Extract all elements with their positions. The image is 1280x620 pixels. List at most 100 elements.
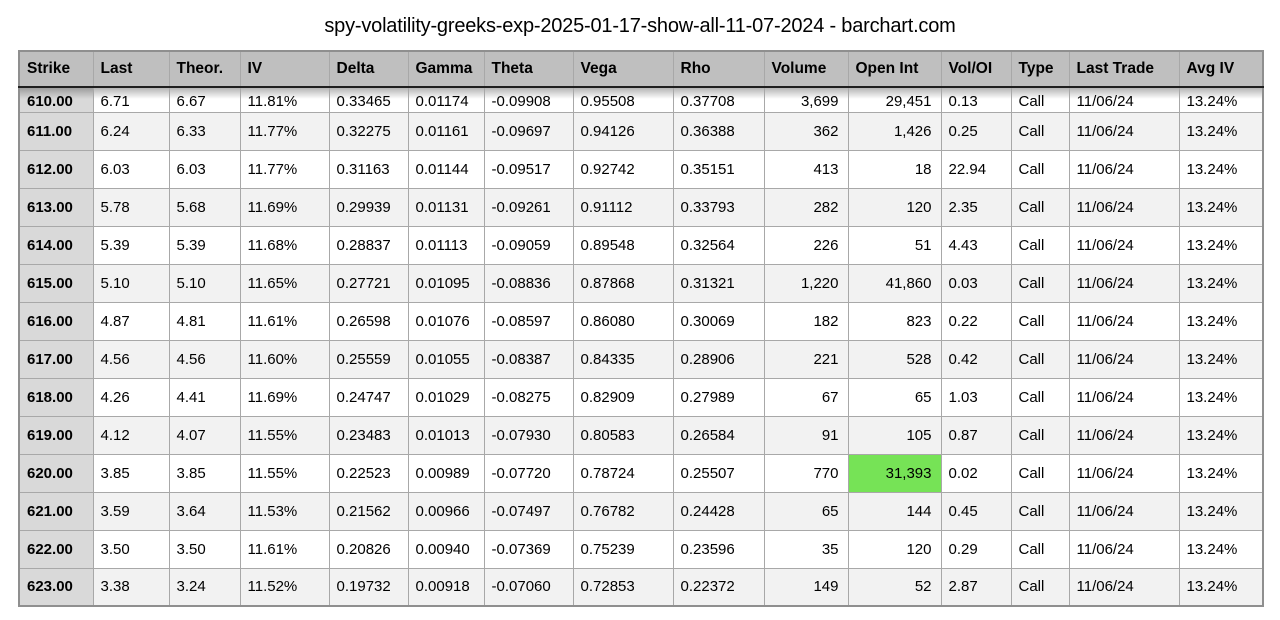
volume-cell: 226 — [763, 225, 849, 265]
iv-cell: 11.61% — [239, 529, 330, 569]
column-header-avg-iv: Avg IV — [1178, 50, 1264, 88]
strike-cell: 622.00 — [18, 529, 94, 569]
vol-oi-cell: 2.87 — [940, 567, 1012, 607]
iv-cell: 11.68% — [239, 225, 330, 265]
delta-cell: 0.33465 — [328, 86, 409, 113]
rho-cell: 0.22372 — [672, 567, 765, 607]
gamma-cell: 0.01174 — [407, 86, 485, 113]
open-int-cell: 18 — [847, 149, 942, 189]
iv-cell: 11.77% — [239, 149, 330, 189]
last-cell: 5.78 — [92, 187, 170, 227]
volume-cell: 3,699 — [763, 86, 849, 113]
strike-cell: 612.00 — [18, 149, 94, 189]
delta-cell: 0.22523 — [328, 453, 409, 493]
theor-cell: 4.81 — [168, 301, 241, 341]
vol-oi-cell: 0.45 — [940, 491, 1012, 531]
theor-cell: 4.07 — [168, 415, 241, 455]
last-trade-cell: 11/06/24 — [1068, 491, 1180, 531]
table-row: 611.00 6.24 6.33 11.77% 0.32275 0.01161 -0.096… — [18, 111, 1264, 151]
iv-cell: 11.61% — [239, 301, 330, 341]
gamma-cell: 0.01131 — [407, 187, 485, 227]
strike-cell: 617.00 — [18, 339, 94, 379]
last-trade-cell: 11/06/24 — [1068, 149, 1180, 189]
theta-cell: -0.07497 — [483, 491, 574, 531]
strike-cell: 615.00 — [18, 263, 94, 303]
vega-cell: 0.82909 — [572, 377, 674, 417]
last-cell: 6.24 — [92, 111, 170, 151]
rho-cell: 0.31321 — [672, 263, 765, 303]
type-cell: Call — [1010, 453, 1070, 493]
column-header-last-trade: Last Trade — [1068, 50, 1180, 88]
vol-oi-cell: 0.02 — [940, 453, 1012, 493]
iv-cell: 11.69% — [239, 187, 330, 227]
vega-cell: 0.95508 — [572, 86, 674, 113]
theor-cell: 5.39 — [168, 225, 241, 265]
delta-cell: 0.29939 — [328, 187, 409, 227]
avg-iv-cell: 13.24% — [1178, 567, 1264, 607]
volume-cell: 770 — [763, 453, 849, 493]
avg-iv-cell: 13.24% — [1178, 415, 1264, 455]
theta-cell: -0.08597 — [483, 301, 574, 341]
column-header-open-int: Open Int — [847, 50, 942, 88]
delta-cell: 0.31163 — [328, 149, 409, 189]
page-title: spy-volatility-greeks-exp-2025-01-17-sho… — [324, 15, 956, 37]
avg-iv-cell: 13.24% — [1178, 187, 1264, 227]
vol-oi-cell: 0.87 — [940, 415, 1012, 455]
last-cell: 4.56 — [92, 339, 170, 379]
vega-cell: 0.75239 — [572, 529, 674, 569]
avg-iv-cell: 13.24% — [1178, 111, 1264, 151]
open-int-cell: 105 — [847, 415, 942, 455]
volume-cell: 221 — [763, 339, 849, 379]
type-cell: Call — [1010, 86, 1070, 113]
table-row: 612.00 6.03 6.03 11.77% 0.31163 0.01144 -0.095… — [18, 149, 1264, 189]
open-int-cell: 65 — [847, 377, 942, 417]
vega-cell: 0.91112 — [572, 187, 674, 227]
iv-cell: 11.69% — [239, 377, 330, 417]
rho-cell: 0.37708 — [672, 86, 765, 113]
last-cell: 6.71 — [92, 86, 170, 113]
column-header-volume: Volume — [763, 50, 849, 88]
rho-cell: 0.28906 — [672, 339, 765, 379]
avg-iv-cell: 13.24% — [1178, 339, 1264, 379]
open-int-cell: 528 — [847, 339, 942, 379]
last-trade-cell: 11/06/24 — [1068, 339, 1180, 379]
rho-cell: 0.30069 — [672, 301, 765, 341]
rho-cell: 0.35151 — [672, 149, 765, 189]
theor-cell: 6.67 — [168, 86, 241, 113]
last-cell: 3.85 — [92, 453, 170, 493]
open-int-cell: 51 — [847, 225, 942, 265]
avg-iv-cell: 13.24% — [1178, 149, 1264, 189]
gamma-cell: 0.00966 — [407, 491, 485, 531]
theta-cell: -0.08275 — [483, 377, 574, 417]
type-cell: Call — [1010, 301, 1070, 341]
delta-cell: 0.27721 — [328, 263, 409, 303]
gamma-cell: 0.01144 — [407, 149, 485, 189]
last-cell: 3.38 — [92, 567, 170, 607]
last-trade-cell: 11/06/24 — [1068, 301, 1180, 341]
vol-oi-cell: 1.03 — [940, 377, 1012, 417]
gamma-cell: 0.00940 — [407, 529, 485, 569]
delta-cell: 0.20826 — [328, 529, 409, 569]
delta-cell: 0.24747 — [328, 377, 409, 417]
last-trade-cell: 11/06/24 — [1068, 567, 1180, 607]
table-row: 618.00 4.26 4.41 11.69% 0.24747 0.01029 -0.082… — [18, 377, 1264, 417]
type-cell: Call — [1010, 187, 1070, 227]
vol-oi-cell: 2.35 — [940, 187, 1012, 227]
volume-cell: 67 — [763, 377, 849, 417]
last-cell: 4.12 — [92, 415, 170, 455]
gamma-cell: 0.01013 — [407, 415, 485, 455]
theta-cell: -0.09697 — [483, 111, 574, 151]
rho-cell: 0.32564 — [672, 225, 765, 265]
strike-cell: 623.00 — [18, 567, 94, 607]
column-header-delta: Delta — [328, 50, 409, 88]
volume-cell: 91 — [763, 415, 849, 455]
open-int-cell: 41,860 — [847, 263, 942, 303]
type-cell: Call — [1010, 149, 1070, 189]
gamma-cell: 0.00918 — [407, 567, 485, 607]
last-cell: 5.10 — [92, 263, 170, 303]
vega-cell: 0.80583 — [572, 415, 674, 455]
vega-cell: 0.76782 — [572, 491, 674, 531]
options-greeks-table: Strike Last Theor. IV Delta Gamma Theta Vega Rho… — [18, 50, 1264, 607]
last-trade-cell: 11/06/24 — [1068, 187, 1180, 227]
